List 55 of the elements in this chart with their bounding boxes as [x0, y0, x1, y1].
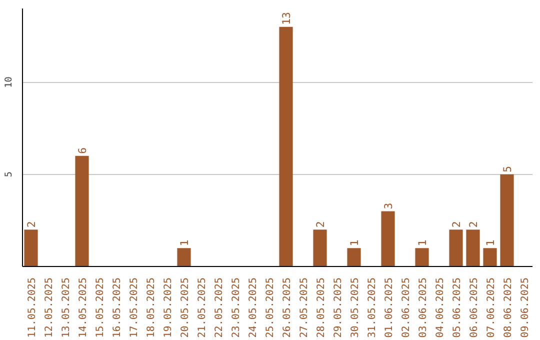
x-tick-label: 11.05.2025	[27, 277, 38, 338]
data-label: 3	[382, 202, 395, 210]
x-tick-label: 26.05.2025	[282, 277, 293, 338]
data-label: 2	[450, 221, 463, 228]
x-tick-label: 28.05.2025	[316, 277, 327, 338]
x-tick-label: 23.05.2025	[231, 277, 242, 338]
x-tick-label: 19.05.2025	[163, 277, 174, 338]
x-tick-label: 21.05.2025	[197, 277, 208, 338]
x-tick-label: 09.06.2025	[520, 277, 531, 338]
data-label: 1	[348, 240, 361, 246]
y-tick-label: 10	[4, 76, 14, 88]
data-label: 2	[25, 221, 38, 228]
x-tick-label: 04.06.2025	[435, 277, 446, 338]
x-tick-label: 01.06.2025	[384, 277, 395, 338]
x-tick-label: 30.05.2025	[350, 277, 361, 338]
bar	[483, 248, 497, 266]
x-tick-label: 12.05.2025	[44, 277, 55, 338]
x-tick-label: 25.05.2025	[265, 277, 276, 338]
bar	[500, 174, 514, 266]
bar	[313, 230, 327, 266]
bar	[381, 211, 395, 266]
bar	[347, 248, 361, 266]
x-tick-label: 13.05.2025	[61, 277, 72, 338]
x-tick-label: 08.06.2025	[503, 277, 514, 338]
data-label: 2	[314, 221, 327, 228]
bar	[75, 156, 89, 266]
x-tick-label: 20.05.2025	[180, 277, 191, 338]
bar	[449, 230, 463, 266]
x-tick-label: 17.05.2025	[129, 277, 140, 338]
x-tick-label: 31.05.2025	[367, 277, 378, 338]
x-tick-label: 05.06.2025	[452, 277, 463, 338]
x-tick-label: 24.05.2025	[248, 277, 259, 338]
data-label: 1	[484, 240, 497, 246]
data-label: 13	[280, 12, 293, 25]
data-label: 1	[178, 240, 191, 246]
x-tick-label: 22.05.2025	[214, 277, 225, 338]
x-tick-label: 14.05.2025	[78, 277, 89, 338]
x-tick-label: 18.05.2025	[146, 277, 157, 338]
x-tick-label: 07.06.2025	[486, 277, 497, 338]
x-tick-label: 27.05.2025	[299, 277, 310, 338]
x-tick-label: 06.06.2025	[469, 277, 480, 338]
x-tick-label: 03.06.2025	[418, 277, 429, 338]
x-tick-label: 29.05.2025	[333, 277, 344, 338]
x-tick-label: 15.05.2025	[95, 277, 106, 338]
bar	[177, 248, 191, 266]
data-label: 1	[416, 240, 429, 246]
x-tick-label: 16.05.2025	[112, 277, 123, 338]
data-label: 2	[467, 221, 480, 228]
bar	[466, 230, 480, 266]
data-label: 5	[501, 166, 514, 172]
bar	[24, 230, 38, 266]
bar	[279, 26, 293, 266]
data-label: 6	[76, 148, 89, 154]
bar	[415, 248, 429, 266]
x-tick-label: 02.06.2025	[401, 277, 412, 338]
